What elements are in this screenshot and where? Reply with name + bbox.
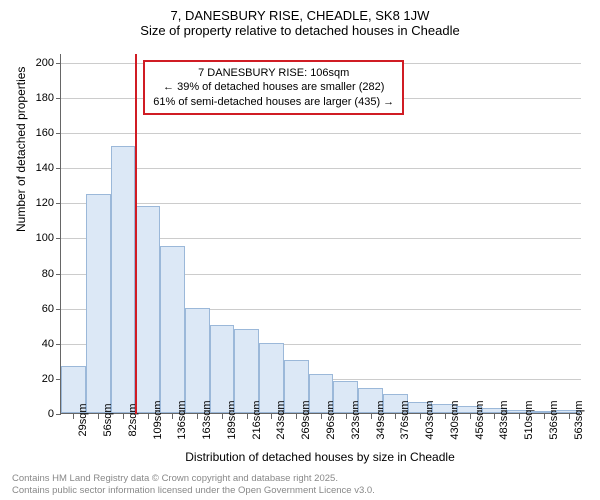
y-tick-mark [56,98,61,99]
x-tick-label: 563sqm [573,400,585,439]
x-tick-mark [346,414,347,419]
x-tick-mark [321,414,322,419]
y-tick-mark [56,344,61,345]
x-tick-label: 510sqm [523,400,535,439]
x-tick-mark [73,414,74,419]
y-tick-mark [56,309,61,310]
x-tick-mark [222,414,223,419]
histogram-bar [185,308,210,413]
x-tick-mark [271,414,272,419]
y-tick-label: 0 [24,408,54,420]
title-address: 7, DANESBURY RISE, CHEADLE, SK8 1JW [0,8,600,23]
callout-line2: ← 39% of detached houses are smaller (28… [153,80,394,94]
property-marker-line [135,54,137,414]
callout-line1: 7 DANESBURY RISE: 106sqm [153,66,394,80]
footer-line2: Contains public sector information licen… [12,485,375,496]
y-tick-label: 100 [24,232,54,244]
footer-line1: Contains HM Land Registry data © Crown c… [12,473,375,484]
x-tick-mark [371,414,372,419]
x-tick-mark [569,414,570,419]
y-tick-label: 180 [24,92,54,104]
y-tick-label: 160 [24,127,54,139]
title-subtitle: Size of property relative to detached ho… [0,23,600,38]
x-tick-mark [445,414,446,419]
y-tick-label: 40 [24,338,54,350]
gridline [61,203,581,204]
chart-container: 7, DANESBURY RISE, CHEADLE, SK8 1JW Size… [0,0,600,500]
x-tick-mark [296,414,297,419]
chart-area: 02040608010012014016018020029sqm56sqm82s… [60,54,580,414]
y-tick-label: 200 [24,57,54,69]
callout-line3: 61% of semi-detached houses are larger (… [153,95,394,109]
y-tick-mark [56,133,61,134]
x-tick-mark [148,414,149,419]
gridline [61,133,581,134]
y-tick-mark [56,203,61,204]
y-tick-label: 80 [24,268,54,280]
x-tick-mark [395,414,396,419]
x-tick-mark [172,414,173,419]
chart-title-block: 7, DANESBURY RISE, CHEADLE, SK8 1JW Size… [0,0,600,38]
histogram-bar [111,146,136,413]
y-tick-label: 20 [24,373,54,385]
y-tick-mark [56,238,61,239]
footer-attribution: Contains HM Land Registry data © Crown c… [12,473,375,496]
gridline [61,168,581,169]
x-tick-label: 483sqm [498,400,510,439]
y-tick-mark [56,168,61,169]
marker-callout: 7 DANESBURY RISE: 106sqm← 39% of detache… [143,60,404,115]
x-tick-mark [123,414,124,419]
x-tick-label: 536sqm [548,400,560,439]
x-tick-label: 456sqm [474,400,486,439]
x-tick-mark [519,414,520,419]
y-tick-label: 140 [24,162,54,174]
histogram-bar [86,194,111,414]
y-tick-mark [56,63,61,64]
histogram-bar [135,206,160,413]
histogram-bar [160,246,185,413]
x-axis-title: Distribution of detached houses by size … [60,450,580,464]
plot-region: 02040608010012014016018020029sqm56sqm82s… [60,54,580,414]
x-tick-mark [544,414,545,419]
y-tick-label: 120 [24,197,54,209]
x-tick-mark [197,414,198,419]
y-tick-label: 60 [24,303,54,315]
x-tick-mark [420,414,421,419]
y-tick-mark [56,414,61,415]
x-tick-mark [470,414,471,419]
x-tick-mark [247,414,248,419]
y-tick-mark [56,274,61,275]
x-tick-mark [494,414,495,419]
x-tick-mark [98,414,99,419]
